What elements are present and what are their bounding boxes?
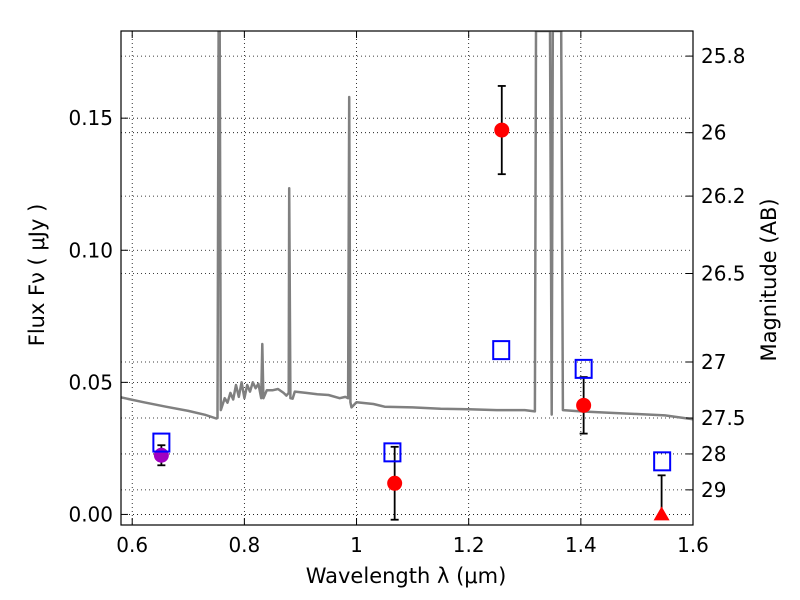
y-tick-label: 0.10 (68, 238, 113, 262)
x-tick-label: 1.4 (565, 533, 597, 557)
model-point (492, 340, 511, 361)
y2-axis-label: Magnitude (AB) (757, 198, 781, 361)
data-point (153, 447, 169, 463)
y2-tick-label: 26.2 (701, 184, 746, 208)
y2-tick-label: 29 (701, 478, 726, 502)
plot-frame (120, 30, 694, 526)
x-axis-label: Wavelength λ (μm) (306, 564, 507, 588)
x-tick-label: 1.2 (453, 533, 485, 557)
y-axis-label: Flux Fν ( μJy ) (25, 204, 49, 347)
y-tick-label: 0.00 (68, 502, 113, 526)
y2-tick-label: 26 (701, 121, 726, 145)
x-tick-label: 1.6 (677, 533, 709, 557)
model-point (653, 451, 672, 472)
model-point (574, 358, 593, 379)
y-tick-label: 0.15 (68, 106, 113, 130)
y-tick-label: 0.05 (68, 370, 113, 394)
data-point (387, 475, 403, 491)
grid (121, 31, 693, 525)
model-point (383, 442, 402, 463)
data-point (494, 122, 510, 138)
y2-tick-label: 25.8 (701, 44, 746, 68)
data-point (576, 397, 592, 413)
spectrum-line (121, 31, 693, 421)
y2-tick-label: 27.5 (701, 406, 746, 430)
plot-border (120, 30, 694, 526)
upper-limit-point (653, 506, 670, 521)
x-tick-label: 1 (350, 533, 363, 557)
y2-tick-label: 26.5 (701, 262, 746, 286)
model-point (152, 432, 171, 453)
x-tick-label: 0.6 (116, 533, 148, 557)
plot-series (121, 31, 693, 521)
axes: 0.6 0.8 1 1.2 1.4 1.6 0.00 0.05 0.10 0.15 25.8 26 26… (68, 31, 746, 557)
y2-tick-label: 27 (701, 350, 726, 374)
x-tick-label: 0.8 (228, 533, 260, 557)
y2-tick-label: 28 (701, 442, 726, 466)
